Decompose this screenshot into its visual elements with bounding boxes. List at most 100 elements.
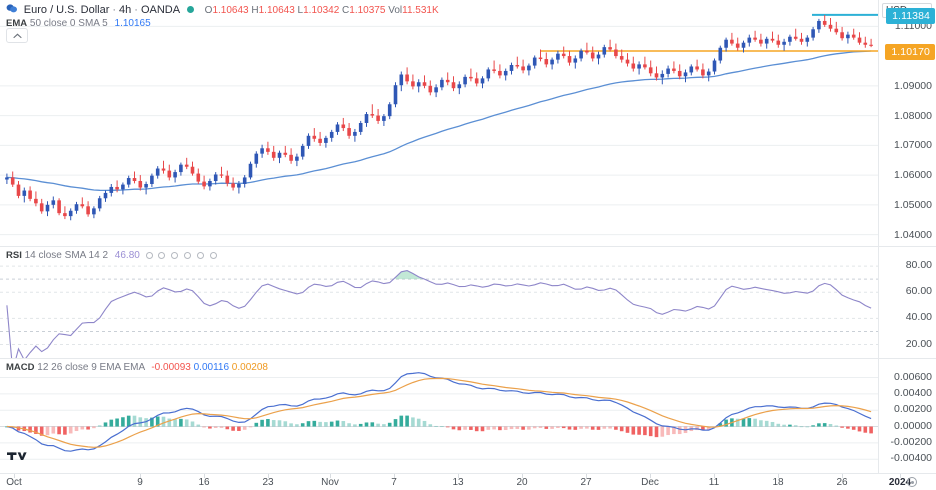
pane-divider-macd (0, 358, 936, 359)
time-axis-label-13: 2024 (888, 477, 912, 488)
timezone-icon[interactable] (907, 477, 917, 487)
time-axis-label-7: 20 (516, 477, 528, 488)
rsi-plot (0, 265, 878, 358)
time-axis-tick-2 (204, 474, 205, 478)
time-axis-tick-11 (778, 474, 779, 478)
macd-axis-label-4: -0.00200 (890, 435, 932, 448)
ohlc-low-value: 1.10342 (303, 5, 340, 16)
macd-hist-value: -0.00093 (151, 362, 191, 373)
time-axis-tick-1 (140, 474, 141, 478)
price-plot (0, 13, 878, 236)
macd-axis-label-1: 0.00400 (894, 386, 932, 399)
price-axis[interactable]: USD ▾ 1.110001.090001.080001.070001.0600… (878, 0, 936, 473)
rsi-axis-label-0: 80.00 (905, 259, 932, 272)
rsi-axis-label-1: 60.00 (905, 285, 932, 298)
volume-value: 11.531K (402, 5, 439, 16)
collapse-pane-button[interactable] (6, 28, 28, 43)
ema-params: 50 close 0 SMA 5 (29, 18, 108, 29)
move-icon[interactable] (196, 251, 204, 259)
time-axis-tick-13 (900, 474, 901, 478)
macd-legend[interactable]: MACD 12 26 close 9 EMA EMA -0.00093 0.00… (6, 361, 268, 374)
price-axis-label-2: 1.08000 (894, 109, 932, 122)
time-axis-tick-9 (650, 474, 651, 478)
visibility-icon[interactable] (158, 251, 166, 259)
legend-sep-2: · (134, 4, 138, 16)
more-icon[interactable] (183, 251, 191, 259)
time-axis-label-4: Nov (321, 477, 339, 488)
macd-line-value: 0.00116 (193, 362, 230, 373)
time-axis-tick-5 (394, 474, 395, 478)
time-axis-label-2: 16 (198, 477, 210, 488)
chevron-up-icon (12, 33, 22, 38)
price-axis-label-4: 1.06000 (894, 169, 932, 182)
macd-pane[interactable] (0, 358, 878, 473)
symbol-interval[interactable]: 4h (119, 4, 132, 16)
rsi-legend[interactable]: RSI 14 close SMA 14 2 46.80 (6, 249, 217, 262)
extra-icon[interactable] (209, 251, 217, 259)
macd-params: 12 26 close 9 EMA EMA (37, 362, 145, 373)
time-axis-label-12: 26 (836, 477, 848, 488)
time-axis-label-10: 11 (708, 477, 720, 488)
ohlc-high-label: H (251, 5, 259, 16)
time-axis-tick-8 (586, 474, 587, 478)
symbol-legend: Euro / U.S. Dollar · 4h · OANDA O1.10643 H1.… (6, 3, 439, 17)
price-pane[interactable] (0, 0, 878, 246)
time-axis-label-9: Dec (641, 477, 659, 488)
rsi-axis-label-2: 40.00 (905, 311, 932, 324)
time-axis-tick-4 (330, 474, 331, 478)
macd-axis-label-0: 0.00600 (894, 370, 932, 383)
ema-name: EMA (6, 18, 28, 29)
remove-icon[interactable] (171, 251, 179, 259)
price-axis-label-1: 1.09000 (894, 79, 932, 92)
price-axis-label-6: 1.04000 (894, 228, 932, 241)
ema-legend[interactable]: EMA 50 close 0 SMA 5 1.10165 (6, 17, 151, 30)
macd-axis-label-5: -0.00400 (890, 452, 932, 465)
ohlc-close-value: 1.10375 (349, 5, 386, 16)
ohlc-high-value: 1.10643 (258, 5, 295, 16)
time-axis-label-11: 18 (772, 477, 784, 488)
rsi-value: 46.80 (114, 250, 140, 261)
time-axis[interactable]: Oct 9 16 23 Nov 7 13 20 27 Dec 11 18 26 2024 (0, 473, 936, 490)
price-axis-label-3: 1.07000 (894, 139, 932, 152)
ohlc-open-label: O (204, 5, 213, 16)
volume-label: Vol (388, 5, 403, 16)
rsi-name: RSI (6, 250, 22, 261)
time-axis-label-8: 27 (580, 477, 592, 488)
rsi-pane[interactable] (0, 246, 878, 358)
time-axis-tick-7 (522, 474, 523, 478)
macd-plot (0, 372, 878, 460)
legend-sep-1: · (112, 4, 117, 16)
ohlc-close-label: C (342, 5, 350, 16)
macd-name: MACD (6, 362, 35, 373)
market-status-icon (186, 5, 194, 13)
rsi-params: 14 close SMA 14 2 (24, 250, 109, 261)
price-badge-0[interactable]: 1.11384 (886, 7, 935, 24)
ohlc-values: O1.10643 H1.10643 L1.10342 C1.10375 Vol1… (205, 5, 439, 16)
pane-divider-rsi (0, 246, 936, 247)
rsi-axis-label-3: 20.00 (905, 337, 932, 350)
settings-icon[interactable] (145, 251, 153, 259)
time-axis-label-5: 7 (391, 477, 397, 488)
price-axis-label-5: 1.05000 (894, 198, 932, 211)
symbol-name[interactable]: Euro / U.S. Dollar (23, 4, 110, 16)
time-axis-tick-10 (714, 474, 715, 478)
tradingview-logo-icon[interactable] (7, 449, 29, 467)
symbol-logo-icon (6, 3, 18, 14)
macd-axis-label-3: 0.00000 (894, 419, 932, 432)
time-axis-tick-3 (268, 474, 269, 478)
symbol-exchange[interactable]: OANDA (140, 4, 181, 16)
time-axis-label-1: 9 (137, 477, 143, 488)
time-axis-tick-0 (14, 474, 15, 478)
time-axis-tick-6 (458, 474, 459, 478)
ohlc-open-value: 1.10643 (212, 5, 249, 16)
ohlc-low-label: L (297, 5, 304, 16)
price-badge-1[interactable]: 1.10170 (885, 44, 935, 60)
time-axis-label-6: 13 (452, 477, 464, 488)
time-axis-label-0: Oct (6, 477, 22, 488)
ema-value: 1.10165 (114, 18, 151, 29)
time-axis-tick-12 (842, 474, 843, 478)
macd-signal-value: 0.00208 (231, 362, 268, 373)
time-axis-label-3: 23 (262, 477, 274, 488)
macd-axis-label-2: 0.00200 (894, 403, 932, 416)
